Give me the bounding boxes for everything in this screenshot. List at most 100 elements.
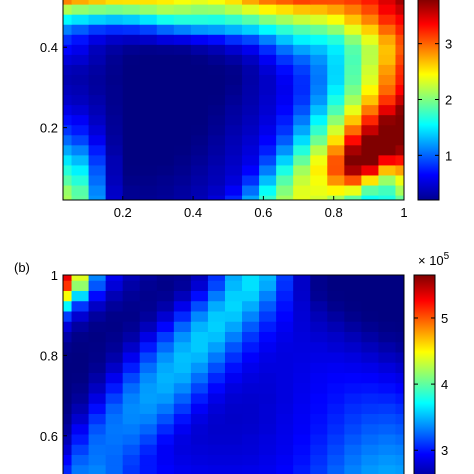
heatmap-cell [173, 433, 192, 445]
heatmap-cell [361, 34, 380, 45]
heatmap-cell [361, 290, 380, 302]
heatmap-cell [344, 184, 362, 196]
heatmap-cell [344, 114, 362, 126]
heatmap-cell [173, 290, 192, 302]
heatmap-cell [395, 454, 404, 466]
heatmap-cell [122, 24, 141, 35]
heatmap-cell [105, 34, 124, 45]
heatmap-cell [259, 310, 277, 322]
heatmap-cell [122, 372, 141, 384]
colorbar-ticks: 1 2 3 [418, 37, 452, 163]
heatmap-cell [105, 144, 124, 156]
heatmap-cell [310, 392, 328, 404]
heatmap-cell [224, 310, 243, 322]
heatmap-cell [361, 44, 380, 55]
heatmap-cell [344, 94, 362, 106]
heatmap-cell [122, 64, 141, 75]
heatmap-cell [156, 154, 175, 166]
heatmap-cell [71, 275, 90, 281]
heatmap-cell [139, 464, 158, 474]
heatmap-cell [276, 280, 294, 291]
heatmap-cell [122, 4, 141, 15]
heatmap-cell [327, 44, 345, 55]
heatmap-cell [259, 24, 277, 35]
heatmap-cell [139, 84, 158, 96]
heatmap-cell [173, 464, 192, 474]
heatmap-cell [259, 44, 277, 55]
heatmap-cell [242, 331, 260, 343]
heatmap-cell [88, 54, 107, 65]
y-axis-ticks: 0.6 0.8 1 [40, 268, 67, 444]
heatmap-cell [293, 104, 311, 116]
heatmap-cell [344, 310, 362, 322]
heatmap-cell [156, 321, 175, 332]
heatmap-cell [156, 310, 175, 322]
heatmap-cell [344, 403, 362, 414]
heatmap-cell [63, 184, 73, 196]
heatmap-cell [242, 154, 260, 166]
heatmap-cell [63, 94, 73, 106]
heatmap-cell [207, 4, 226, 15]
heatmap-cell [156, 194, 175, 200]
heatmap-cell [344, 0, 362, 5]
heatmap-cell [139, 54, 158, 65]
heatmap-cell [361, 94, 380, 106]
heatmap-cell [71, 362, 90, 373]
heatmap-cell [156, 114, 175, 126]
heatmap-cell [105, 351, 124, 363]
heatmap-cell [361, 134, 380, 146]
heatmap-cell [310, 0, 328, 5]
heatmap-cell [190, 362, 209, 373]
plot-frame [62, 0, 405, 201]
heatmap-cell [122, 280, 141, 291]
heatmap-cell [63, 362, 73, 373]
heatmap-cell [310, 290, 328, 302]
heatmap-cell [207, 454, 226, 466]
heatmap-cell [63, 275, 73, 281]
heatmap-cell [242, 362, 260, 373]
heatmap-cell [224, 413, 243, 425]
heatmap-cell [122, 300, 141, 312]
heatmap-cell [88, 144, 107, 156]
heatmap-cell [310, 144, 328, 156]
heatmap-cell [276, 184, 294, 196]
heatmap-cell [156, 280, 175, 291]
heatmap-cell [242, 351, 260, 363]
heatmap-cell [139, 34, 158, 45]
heatmap-cell [361, 275, 380, 281]
heatmap-cell [224, 44, 243, 55]
heatmap-cell [88, 372, 107, 384]
heatmap-cell [207, 154, 226, 166]
heatmap-cell [310, 4, 328, 15]
heatmap-cell [224, 64, 243, 75]
heatmap-cell [344, 454, 362, 466]
heatmap-cell [293, 403, 311, 414]
heatmap-panel-b: (b) 0.60.81 345 × 105 [14, 251, 450, 474]
heatmap-cell [224, 423, 243, 435]
heatmap-cell [224, 362, 243, 373]
heatmap-cell [224, 300, 243, 312]
heatmap-cell [105, 24, 124, 35]
heatmap-cell [105, 280, 124, 291]
heatmap-cell [156, 124, 175, 136]
heatmap-cell [378, 74, 397, 86]
heatmap-cell [71, 403, 90, 414]
heatmap-cell [207, 382, 226, 394]
heatmap-cell [259, 275, 277, 281]
heatmap-cell [173, 154, 192, 166]
heatmap-cell [327, 280, 345, 291]
heatmap-cell [293, 144, 311, 156]
heatmap-cell [173, 413, 192, 425]
heatmap-cell [395, 144, 404, 156]
colorbar [413, 274, 436, 474]
heatmap-cell [378, 34, 397, 45]
heatmap-cell [242, 403, 260, 414]
heatmap-cell [259, 144, 277, 156]
heatmap-cell [122, 154, 141, 166]
heatmap-cell [395, 423, 404, 435]
heatmap-cell [190, 403, 209, 414]
heatmap-cell [139, 44, 158, 55]
heatmap-cell [224, 372, 243, 384]
heatmap-cell [173, 341, 192, 353]
heatmap-cell [327, 194, 345, 200]
